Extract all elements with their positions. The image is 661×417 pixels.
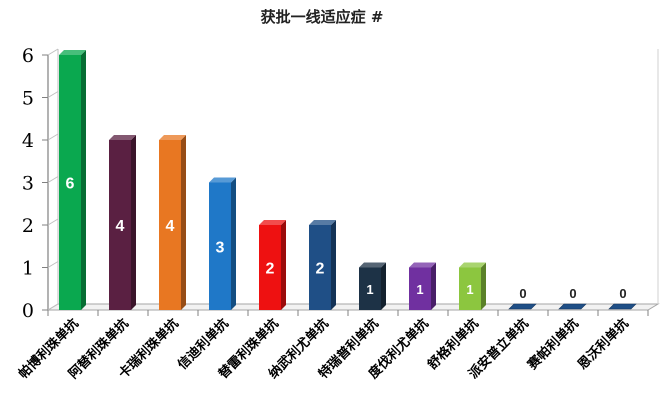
bar-side xyxy=(281,220,286,310)
y-tick-diagonal xyxy=(47,261,59,268)
bar xyxy=(558,303,587,310)
y-tick-diagonal xyxy=(47,218,59,226)
data-label: 1 xyxy=(416,282,423,297)
bar-front xyxy=(359,267,381,310)
data-label: 2 xyxy=(266,261,275,278)
data-label: 4 xyxy=(166,218,175,235)
y-tick-diagonal xyxy=(47,303,59,311)
bar-top xyxy=(259,220,286,225)
bar xyxy=(608,303,637,310)
bar-side xyxy=(381,262,386,310)
bar-top xyxy=(59,50,86,55)
bar-top xyxy=(309,220,336,225)
data-label: 2 xyxy=(316,261,325,278)
bar-side xyxy=(431,262,436,310)
x-tick-label: 恩沃利单抗 xyxy=(575,316,632,373)
bar-side xyxy=(231,177,236,310)
y-tick-label: 5 xyxy=(22,88,34,110)
y-tick-label: 2 xyxy=(22,215,34,237)
bar-front xyxy=(259,225,281,310)
bar xyxy=(359,262,386,310)
y-tick-diagonal xyxy=(47,133,59,141)
data-label: 0 xyxy=(569,286,576,301)
y-tick-diagonal xyxy=(47,48,59,56)
bar-front xyxy=(209,182,231,310)
bar-front xyxy=(59,55,81,310)
y-tick-diagonal xyxy=(47,176,59,183)
bar xyxy=(309,220,336,310)
bar xyxy=(159,135,186,310)
axes: 0 1 2 3 4 5 6 xyxy=(22,45,660,322)
bar-side xyxy=(481,262,486,310)
bar-flat xyxy=(558,303,587,310)
data-label: 3 xyxy=(216,239,225,256)
data-label: 4 xyxy=(116,218,125,235)
y-tick-label: 1 xyxy=(22,258,34,280)
data-label: 6 xyxy=(66,176,75,193)
bar-front xyxy=(109,140,131,310)
bar-flat xyxy=(508,303,537,310)
data-label: 1 xyxy=(366,282,373,297)
bar-front xyxy=(409,267,431,310)
bar xyxy=(508,303,537,310)
bar xyxy=(109,135,136,310)
bar-top xyxy=(409,262,436,268)
bar-front xyxy=(159,140,181,310)
x-tick-label: 赛帕利单抗 xyxy=(524,316,582,374)
bars xyxy=(59,50,637,310)
bar-top xyxy=(209,177,236,183)
bar-side xyxy=(331,220,336,310)
data-label: 0 xyxy=(519,286,526,301)
y-tick-label: 4 xyxy=(22,130,34,152)
bar-flat xyxy=(608,303,637,310)
bar-side xyxy=(181,135,186,310)
bar-side xyxy=(81,50,86,310)
bar-front xyxy=(459,267,481,310)
bar xyxy=(209,177,236,310)
y-tick-diagonal xyxy=(47,91,59,98)
y-tick-label: 6 xyxy=(22,45,34,67)
chart-title: 获批一线适应症 # xyxy=(261,8,384,26)
y-tick-label: 0 xyxy=(22,300,34,322)
bar-top xyxy=(159,135,186,140)
bar xyxy=(259,220,286,310)
bar xyxy=(59,50,86,310)
bar-top xyxy=(359,262,386,268)
data-label: 1 xyxy=(466,282,473,297)
bar-front xyxy=(309,225,331,310)
bar-side xyxy=(131,135,136,310)
bar-top xyxy=(109,135,136,140)
bar xyxy=(459,262,486,310)
bar xyxy=(409,262,436,310)
bar-top xyxy=(459,262,486,268)
data-label: 0 xyxy=(619,286,626,301)
y-tick-label: 3 xyxy=(22,173,34,195)
